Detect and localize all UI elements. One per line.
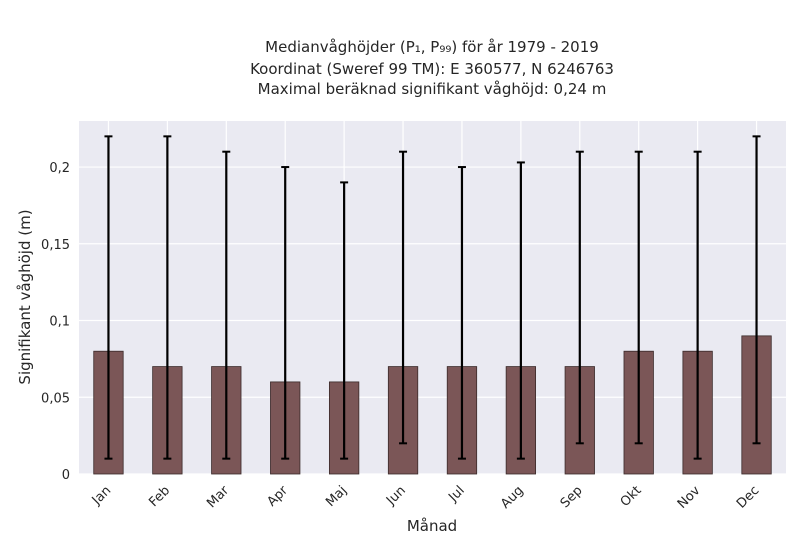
x-tick-label: Sep [558,483,586,511]
x-tick-label: Dec [734,483,762,511]
x-tick-label: Apr [265,483,292,510]
chart-title-line-1: Medianvåghöjder (P₁, P₉₉) för år 1979 - … [265,38,599,56]
x-tick-label: Mar [204,483,232,511]
x-tick-label: Jul [445,483,467,505]
plot-area [79,121,786,474]
x-tick-label: Maj [323,483,350,510]
x-tick-label: Jun [383,483,409,509]
y-tick-label: 0,2 [49,161,70,176]
y-tick-label: 0,15 [41,238,70,253]
y-tick-label: 0,05 [41,391,70,406]
x-tick-label: Nov [675,483,704,512]
y-axis-ticks: 0 0,05 0,1 0,15 0,2 [41,161,70,483]
chart-title-line-2: Koordinat (Sweref 99 TM): E 360577, N 62… [250,60,614,78]
x-axis-ticks: Jan Feb Mar Apr Maj Jun Jul Aug Sep Okt Nov Dec [89,483,763,512]
x-tick-label: Aug [498,483,527,512]
chart-title-line-3: Maximal beräknad signifikant våghöjd: 0,… [258,80,607,98]
y-tick-label: 0,1 [49,315,70,330]
x-tick-label: Feb [146,483,173,510]
x-tick-label: Okt [618,483,645,510]
y-tick-label: 0 [62,468,70,483]
x-axis-label: Månad [407,517,457,535]
x-tick-label: Jan [89,483,114,508]
chart-title: Medianvåghöjder (P₁, P₉₉) för år 1979 - … [250,38,614,98]
y-axis-label: Signifikant våghöjd (m) [16,209,34,384]
error-bars [104,135,761,460]
